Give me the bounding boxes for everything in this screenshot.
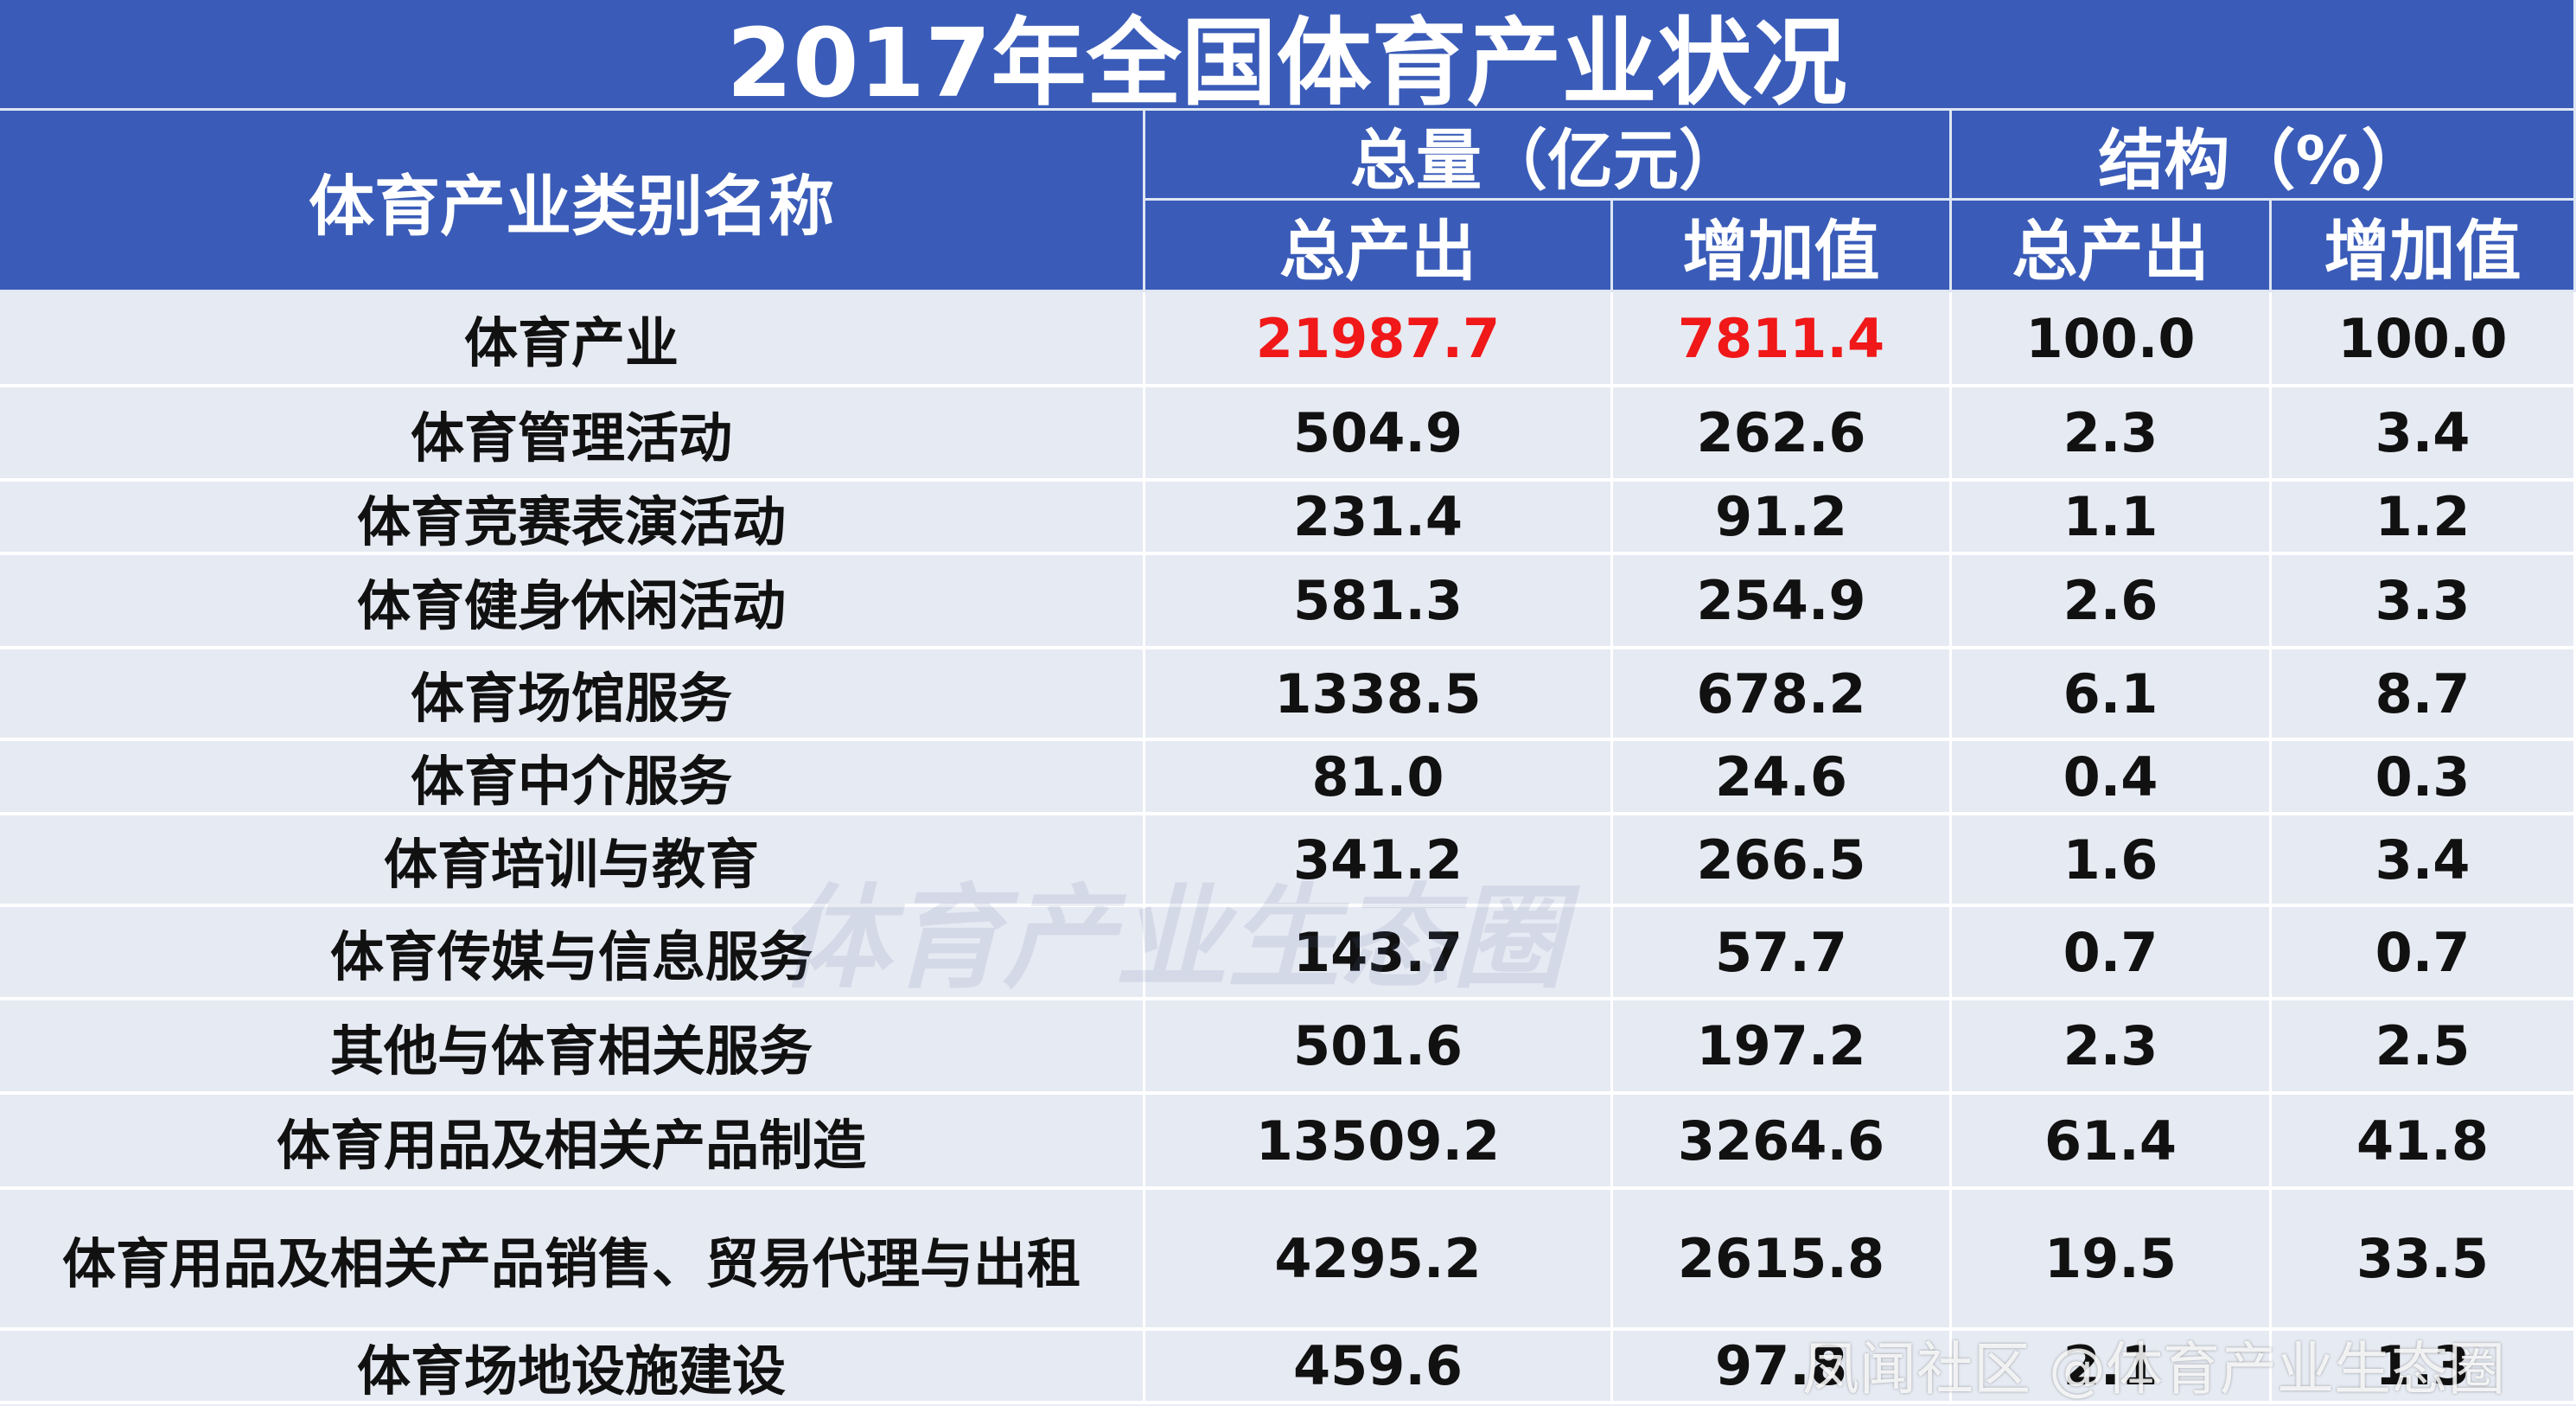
- row-label: 体育管理活动: [0, 387, 1145, 482]
- value-cell: 0.4: [1952, 741, 2272, 815]
- value-cell: 341.2: [1145, 815, 1613, 907]
- value-cell: 7811.4: [1613, 292, 1952, 387]
- value-cell: 2.1: [1952, 1331, 2272, 1404]
- value-cell: 3.4: [2272, 387, 2576, 482]
- value-cell: 2.6: [1952, 555, 2272, 649]
- value-cell: 8.7: [2272, 649, 2576, 741]
- value-cell: 2.5: [2272, 1000, 2576, 1095]
- value-cell: 197.2: [1613, 1000, 1952, 1095]
- header-sub: 总产出: [1145, 201, 1613, 292]
- header-sub: 增加值: [1613, 201, 1952, 292]
- value-cell: 678.2: [1613, 649, 1952, 741]
- value-cell: 1.2: [2272, 482, 2576, 555]
- row-label: 体育产业: [0, 292, 1145, 387]
- value-cell: 19.5: [1952, 1190, 2272, 1331]
- value-cell: 143.7: [1145, 907, 1613, 1000]
- header-group: 结构（%）: [1952, 111, 2576, 201]
- row-label: 体育场馆服务: [0, 649, 1145, 741]
- value-cell: 4295.2: [1145, 1190, 1613, 1331]
- row-label: 体育用品及相关产品制造: [0, 1095, 1145, 1190]
- row-label: 体育中介服务: [0, 741, 1145, 815]
- value-cell: 254.9: [1613, 555, 1952, 649]
- watermark-corner: 凤闻社区 @体育产业生态圈: [1802, 1336, 2505, 1403]
- value-cell: 6.1: [1952, 649, 2272, 741]
- value-cell: 97.8: [1613, 1331, 1952, 1404]
- value-cell: 1338.5: [1145, 649, 1613, 741]
- title: 2017年全国体育产业状况: [0, 0, 2576, 118]
- value-cell: 1.6: [1952, 815, 2272, 907]
- value-cell: 231.4: [1145, 482, 1613, 555]
- row-label: 体育传媒与信息服务: [0, 907, 1145, 1000]
- value-cell: 0.3: [2272, 741, 2576, 815]
- value-cell: 2615.8: [1613, 1190, 1952, 1331]
- value-cell: 33.5: [2272, 1190, 2576, 1331]
- value-cell: 3264.6: [1613, 1095, 1952, 1190]
- value-cell: 100.0: [2272, 292, 2576, 387]
- value-cell: 100.0: [1952, 292, 2272, 387]
- header-category: 体育产业类别名称: [0, 111, 1145, 292]
- value-cell: 262.6: [1613, 387, 1952, 482]
- value-cell: 81.0: [1145, 741, 1613, 815]
- header-sub: 增加值: [2272, 201, 2576, 292]
- value-cell: 0.7: [2272, 907, 2576, 1000]
- value-cell: 3.4: [2272, 815, 2576, 907]
- row-label: 体育用品及相关产品销售、贸易代理与出租: [0, 1190, 1145, 1331]
- row-label: 体育培训与教育: [0, 815, 1145, 907]
- value-cell: 504.9: [1145, 387, 1613, 482]
- value-cell: 0.7: [1952, 907, 2272, 1000]
- row-label: 其他与体育相关服务: [0, 1000, 1145, 1095]
- value-cell: 91.2: [1613, 482, 1952, 555]
- row-label: 体育健身休闲活动: [0, 555, 1145, 649]
- value-cell: 501.6: [1145, 1000, 1613, 1095]
- header-sub: 总产出: [1952, 201, 2272, 292]
- value-cell: 3.3: [2272, 555, 2576, 649]
- value-cell: 24.6: [1613, 741, 1952, 815]
- row-label: 体育场地设施建设: [0, 1331, 1145, 1404]
- value-cell: 2.3: [1952, 1000, 2272, 1095]
- value-cell: 1.1: [1952, 482, 2272, 555]
- row-label: 体育竞赛表演活动: [0, 482, 1145, 555]
- watermark-center: 体育产业生态圈: [778, 872, 1565, 1004]
- value-cell: 21987.7: [1145, 292, 1613, 387]
- value-cell: 266.5: [1613, 815, 1952, 907]
- value-cell: 1.3: [2272, 1331, 2576, 1404]
- value-cell: 57.7: [1613, 907, 1952, 1000]
- value-cell: 61.4: [1952, 1095, 2272, 1190]
- value-cell: 2.3: [1952, 387, 2272, 482]
- header-group: 总量（亿元）: [1145, 111, 1952, 201]
- value-cell: 459.6: [1145, 1331, 1613, 1404]
- value-cell: 41.8: [2272, 1095, 2576, 1190]
- value-cell: 581.3: [1145, 555, 1613, 649]
- value-cell: 13509.2: [1145, 1095, 1613, 1190]
